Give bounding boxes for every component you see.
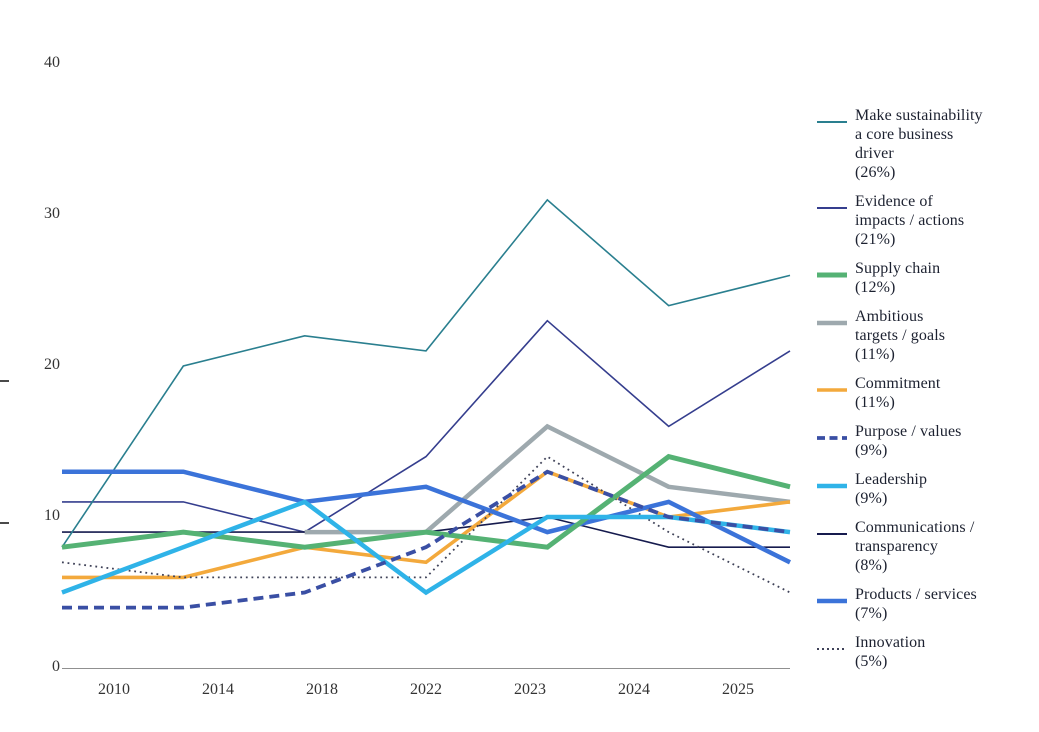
x-axis-label-2023: 2023: [514, 681, 546, 698]
legend-item-leadership: Leadership (9%): [817, 470, 1033, 508]
x-axis-label-2025: 2025: [722, 681, 754, 698]
legend-label-line: Make sustainability: [855, 107, 983, 124]
legend-label: Communications / transparency (8%): [855, 518, 974, 575]
y-axis-label-10: 10: [44, 507, 60, 524]
legend-item-ambitious-targets-goals: Ambitious targets / goals (11%): [817, 307, 1033, 364]
y-axis-tick-mark: [0, 522, 9, 524]
series-line-products-services: [62, 469, 792, 565]
legend-label: Leadership (9%): [855, 470, 927, 508]
legend-percent: (7%): [855, 605, 888, 622]
y-axis-label-20: 20: [44, 356, 60, 373]
legend-label-line: Commitment: [855, 375, 941, 392]
legend-line-swatch-icon: [817, 470, 855, 495]
legend-percent: (26%): [855, 164, 896, 181]
legend-label-line: a core business: [855, 126, 954, 143]
legend-label-line: transparency: [855, 538, 938, 555]
legend-label-line: Products / services: [855, 586, 977, 603]
y-axis-tick-mark: [0, 380, 9, 382]
legend-label-line: driver: [855, 145, 894, 162]
x-axis-label-2018: 2018: [306, 681, 338, 698]
legend-percent: (11%): [855, 394, 895, 411]
legend-label-line: Innovation: [855, 634, 926, 651]
legend-label: Evidence of impacts / actions (21%): [855, 192, 964, 249]
legend-label-line: Communications /: [855, 519, 975, 536]
legend-line-swatch-icon: [817, 374, 855, 399]
y-axis-label-40: 40: [44, 54, 60, 71]
legend-label-line: Purpose / values: [855, 423, 962, 440]
legend-line-swatch-icon: [817, 633, 855, 658]
legend-line-swatch-icon: [817, 585, 855, 610]
legend-percent: (12%): [855, 279, 896, 296]
legend-label: Ambitious targets / goals (11%): [855, 307, 945, 364]
x-axis-label-2024: 2024: [618, 681, 650, 698]
legend-item-make-sustainability-a-core-business-driver: Make sustainability a core business driver…: [817, 106, 1033, 182]
legend-percent: (9%): [855, 490, 888, 507]
legend-item-evidence-of-impacts-actions: Evidence of impacts / actions (21%): [817, 192, 1033, 249]
legend-line-swatch-icon: [817, 422, 855, 447]
x-axis-label-2022: 2022: [410, 681, 442, 698]
x-axis-label-2014: 2014: [202, 681, 234, 698]
legend-item-innovation: Innovation (5%): [817, 633, 1033, 671]
legend-item-supply-chain: Supply chain (12%): [817, 259, 1033, 297]
series-line-ambitious-targets-goals: [304, 423, 791, 535]
series-line-make-sustainability-a-core-business-driver: [61, 198, 791, 548]
x-axis-label-2010: 2010: [98, 681, 130, 698]
legend-line-swatch-icon: [817, 106, 855, 131]
legend-label: Products / services (7%): [855, 585, 977, 623]
legend-label-line: impacts / actions: [855, 212, 965, 229]
legend-percent: (9%): [855, 442, 888, 459]
legend-label-line: Evidence of: [855, 193, 933, 210]
legend-item-products-services: Products / services (7%): [817, 585, 1033, 623]
legend-label-line: Leadership: [855, 471, 928, 488]
legend-percent: (11%): [855, 346, 895, 363]
legend-line-swatch-icon: [817, 518, 855, 543]
legend-line-swatch-icon: [817, 259, 855, 284]
legend-label-line: Ambitious: [855, 308, 924, 325]
legend-percent: (21%): [855, 231, 896, 248]
legend-item-purpose-values: Purpose / values (9%): [817, 422, 1033, 460]
legend-percent: (8%): [855, 557, 888, 574]
chart-legend: Make sustainability a core business driver…: [817, 106, 1033, 671]
legend-label: Make sustainability a core business driver…: [855, 106, 983, 182]
y-axis-label-0: 0: [52, 658, 60, 675]
legend-label: Supply chain (12%): [855, 259, 940, 297]
series-line-innovation: [61, 455, 791, 594]
legend-label: Commitment (11%): [855, 374, 940, 412]
legend-label-line: targets / goals: [855, 327, 946, 344]
legend-label-line: Supply chain: [855, 260, 941, 277]
series-line-evidence-of-impacts-actions: [62, 319, 791, 533]
legend-label: Purpose / values (9%): [855, 422, 961, 460]
legend-label: Innovation (5%): [855, 633, 925, 671]
series-line-purpose-values: [62, 469, 791, 610]
legend-item-communications-transparency: Communications / transparency (8%): [817, 518, 1033, 575]
legend-percent: (5%): [855, 653, 888, 670]
legend-item-commitment: Commitment (11%): [817, 374, 1033, 412]
legend-line-swatch-icon: [817, 192, 855, 217]
series-line-supply-chain: [61, 453, 791, 550]
y-axis-label-30: 30: [44, 205, 60, 222]
legend-line-swatch-icon: [817, 307, 855, 332]
